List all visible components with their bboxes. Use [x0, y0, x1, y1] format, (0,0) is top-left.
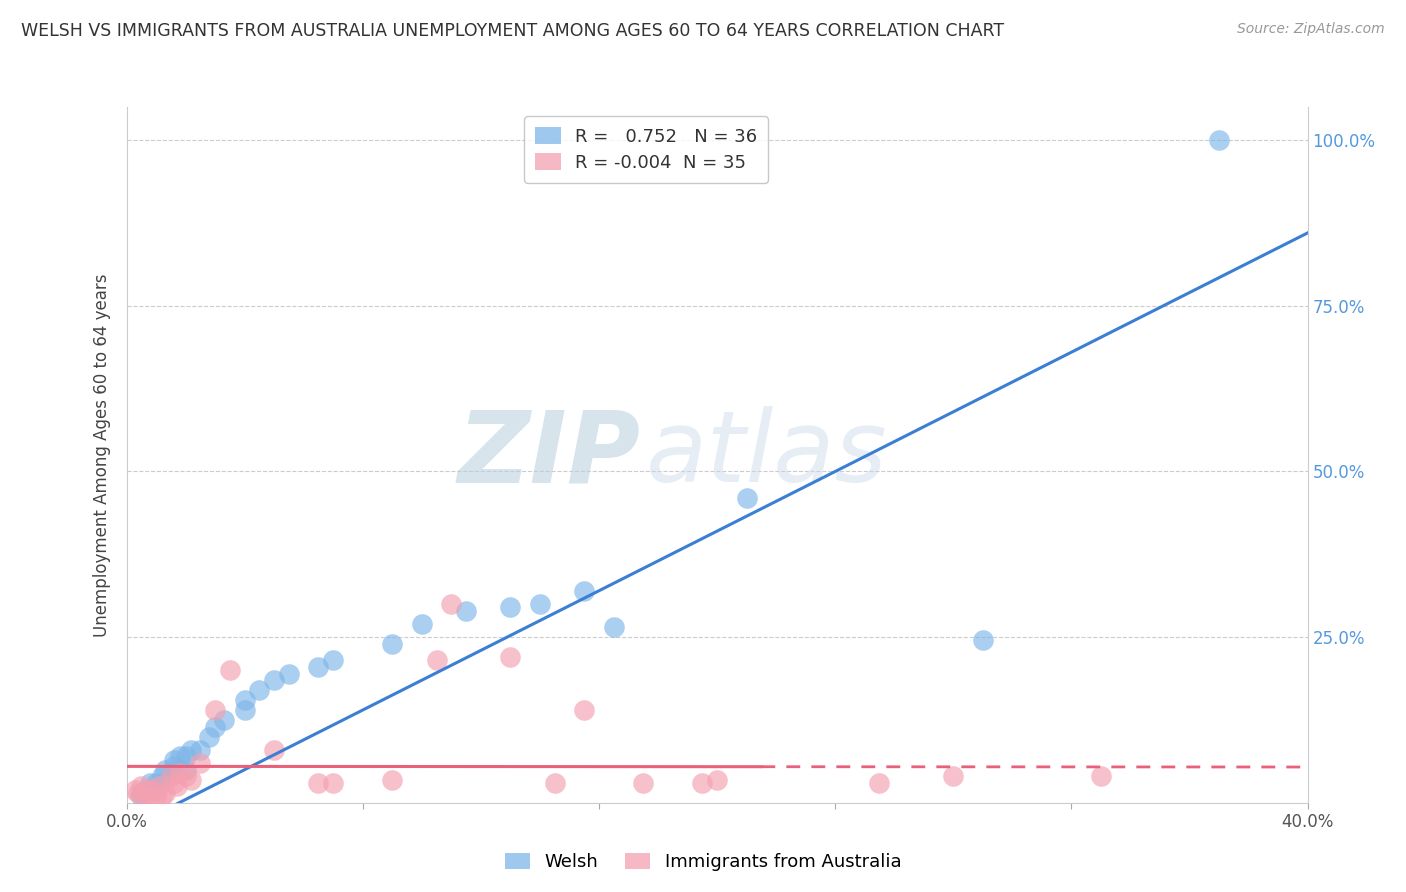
- Point: [233, 693, 256, 707]
- Point: [942, 769, 965, 783]
- Point: [150, 789, 173, 804]
- Point: [706, 772, 728, 787]
- Point: [129, 779, 153, 793]
- Point: [219, 663, 242, 677]
- Point: [278, 666, 301, 681]
- Point: [150, 769, 173, 783]
- Point: [124, 782, 146, 797]
- Point: [603, 620, 626, 634]
- Point: [233, 703, 256, 717]
- Point: [454, 604, 477, 618]
- Text: atlas: atlas: [647, 407, 887, 503]
- Point: [136, 782, 159, 797]
- Point: [735, 491, 758, 505]
- Point: [136, 782, 159, 797]
- Point: [411, 616, 433, 631]
- Point: [440, 597, 463, 611]
- Point: [163, 759, 186, 773]
- Point: [307, 776, 329, 790]
- Point: [499, 650, 522, 665]
- Point: [166, 779, 188, 793]
- Point: [139, 776, 162, 790]
- Point: [204, 720, 226, 734]
- Point: [204, 703, 226, 717]
- Point: [134, 789, 156, 804]
- Point: [129, 786, 153, 800]
- Legend: Welsh, Immigrants from Australia: Welsh, Immigrants from Australia: [498, 846, 908, 879]
- Point: [322, 776, 344, 790]
- Point: [169, 749, 191, 764]
- Point: [198, 730, 221, 744]
- Point: [163, 776, 186, 790]
- Point: [174, 763, 197, 777]
- Point: [263, 743, 285, 757]
- Point: [1090, 769, 1112, 783]
- Point: [180, 772, 202, 787]
- Point: [263, 673, 285, 688]
- Point: [543, 776, 565, 790]
- Point: [174, 749, 197, 764]
- Point: [212, 713, 235, 727]
- Point: [499, 600, 522, 615]
- Point: [322, 653, 344, 667]
- Point: [188, 743, 211, 757]
- Point: [129, 789, 153, 804]
- Point: [163, 753, 186, 767]
- Point: [425, 653, 447, 667]
- Point: [574, 703, 596, 717]
- Point: [1208, 133, 1230, 147]
- Point: [307, 660, 329, 674]
- Point: [690, 776, 713, 790]
- Legend: R =   0.752   N = 36, R = -0.004  N = 35: R = 0.752 N = 36, R = -0.004 N = 35: [524, 116, 768, 183]
- Point: [148, 779, 170, 793]
- Point: [180, 743, 202, 757]
- Point: [145, 789, 167, 804]
- Point: [145, 776, 167, 790]
- Point: [574, 583, 596, 598]
- Point: [153, 786, 176, 800]
- Point: [869, 776, 891, 790]
- Point: [127, 786, 149, 800]
- Point: [381, 772, 404, 787]
- Point: [142, 782, 165, 797]
- Point: [972, 633, 994, 648]
- Point: [529, 597, 551, 611]
- Point: [247, 683, 270, 698]
- Text: WELSH VS IMMIGRANTS FROM AUSTRALIA UNEMPLOYMENT AMONG AGES 60 TO 64 YEARS CORREL: WELSH VS IMMIGRANTS FROM AUSTRALIA UNEMP…: [21, 22, 1004, 40]
- Point: [153, 763, 176, 777]
- Point: [142, 782, 165, 797]
- Point: [174, 769, 197, 783]
- Point: [631, 776, 654, 790]
- Point: [169, 766, 191, 780]
- Point: [188, 756, 211, 770]
- Text: Source: ZipAtlas.com: Source: ZipAtlas.com: [1237, 22, 1385, 37]
- Point: [159, 769, 183, 783]
- Point: [381, 637, 404, 651]
- Text: ZIP: ZIP: [457, 407, 640, 503]
- Point: [139, 789, 162, 804]
- Point: [159, 769, 183, 783]
- Y-axis label: Unemployment Among Ages 60 to 64 years: Unemployment Among Ages 60 to 64 years: [93, 273, 111, 637]
